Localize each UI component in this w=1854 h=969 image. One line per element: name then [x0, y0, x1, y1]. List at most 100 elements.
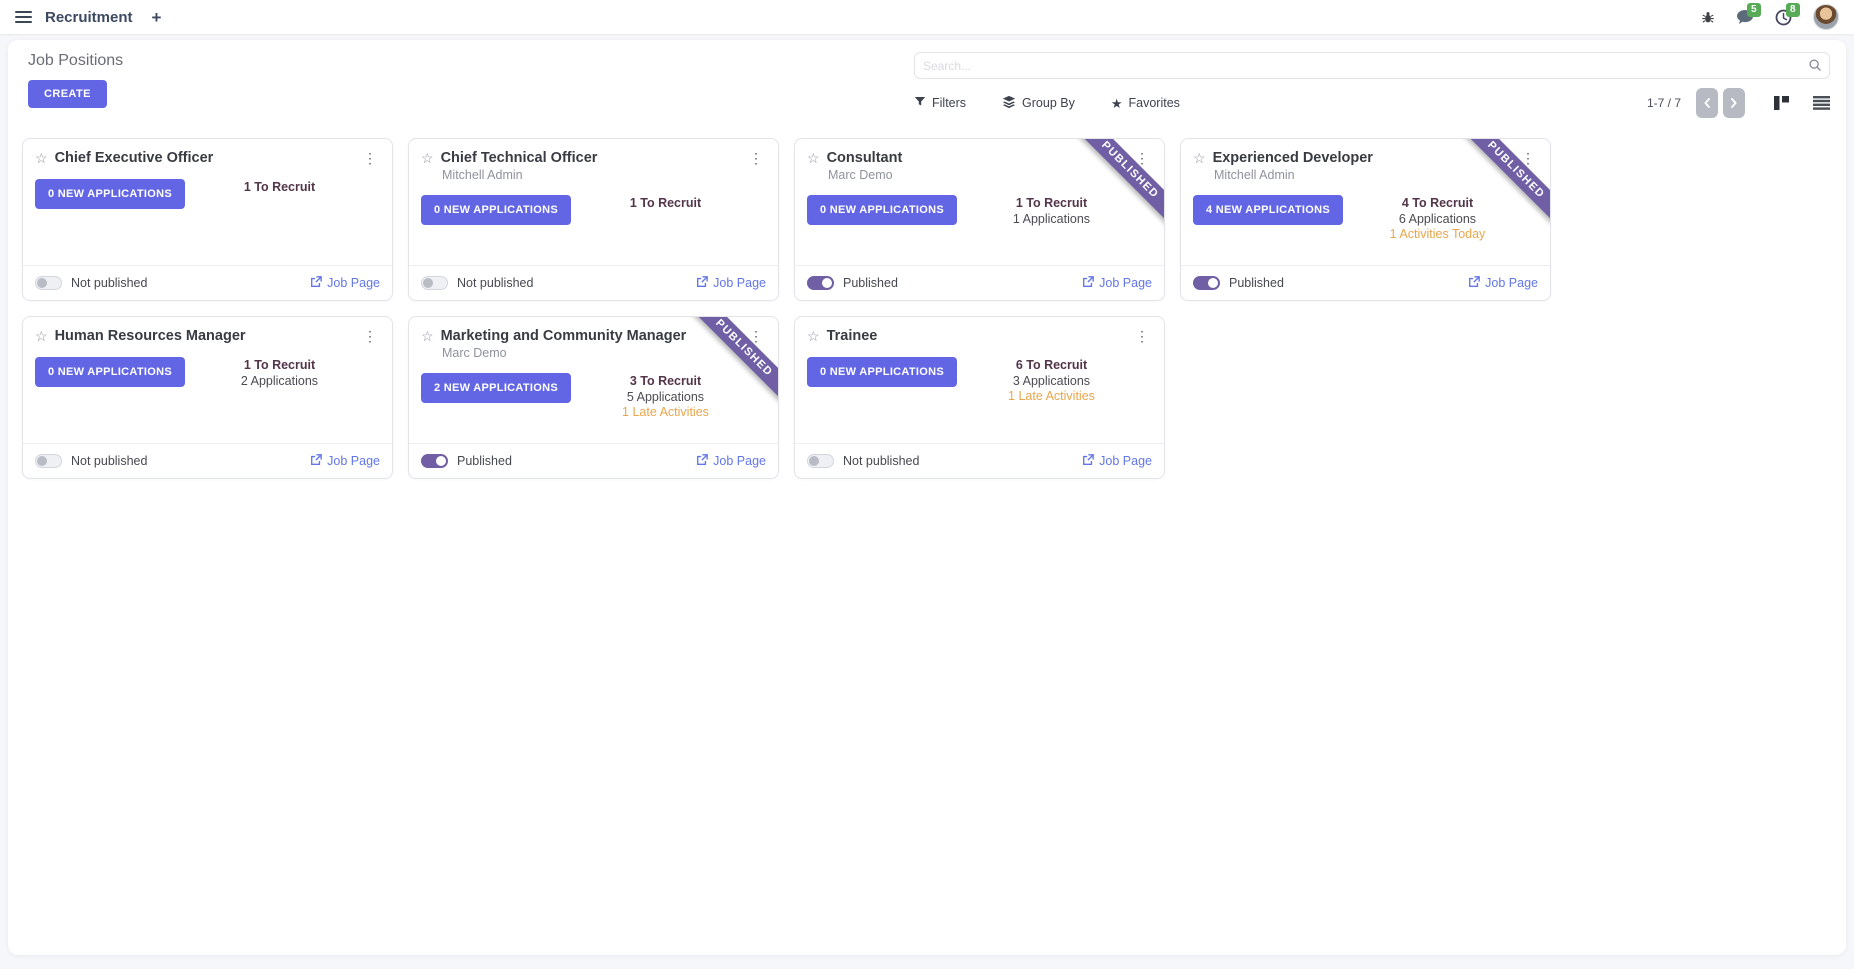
job-title[interactable]: Human Resources Manager	[54, 328, 246, 344]
card-body: 0 NEW APPLICATIONS 1 To Recruit	[421, 195, 766, 225]
toggle-knob	[436, 456, 446, 466]
job-title[interactable]: Consultant	[826, 150, 903, 166]
apps-menu-icon[interactable]	[15, 8, 32, 26]
job-page-link[interactable]: Job Page	[1082, 453, 1152, 469]
publish-toggle[interactable]	[35, 276, 62, 290]
publish-toggle[interactable]	[807, 276, 834, 290]
card-body: 0 NEW APPLICATIONS 1 To Recruit 1 Applic…	[807, 195, 1152, 226]
job-page-link[interactable]: Job Page	[310, 453, 380, 469]
card-footer: Not published Job Page	[409, 265, 778, 300]
new-applications-button[interactable]: 0 NEW APPLICATIONS	[807, 195, 957, 225]
card-menu-icon[interactable]: ⋮	[1135, 328, 1149, 344]
job-page-link[interactable]: Job Page	[1468, 275, 1538, 291]
app-title[interactable]: Recruitment	[45, 8, 133, 26]
pager-and-views: 1-7 / 7	[1647, 88, 1830, 118]
to-recruit-count: 3 To Recruit	[629, 374, 702, 388]
applications-count[interactable]: 5 Applications	[626, 389, 705, 404]
card-menu-icon[interactable]: ⋮	[1521, 150, 1535, 166]
filters-label: Filters	[932, 96, 967, 110]
external-link-icon	[310, 453, 323, 469]
publish-toggle[interactable]	[1193, 276, 1220, 290]
search-icon[interactable]	[1808, 58, 1822, 77]
favorite-star-icon[interactable]: ☆	[35, 150, 48, 166]
job-page-label: Job Page	[1485, 276, 1538, 290]
applications-count[interactable]: 1 Applications	[1012, 211, 1091, 226]
pager-previous-button[interactable]	[1696, 88, 1718, 118]
new-applications-button[interactable]: 2 NEW APPLICATIONS	[421, 373, 571, 403]
applications-count[interactable]: 3 Applications	[1012, 373, 1091, 388]
debug-bug-icon[interactable]	[1701, 10, 1715, 25]
filters-button[interactable]: Filters	[914, 95, 966, 112]
job-position-card[interactable]: ☆ Trainee ⋮ 0 NEW APPLICATIONS 6 To Recr…	[794, 316, 1165, 479]
control-panel-right: Filters Group By ★ Favorites 1-7 / 7	[914, 52, 1830, 118]
favorite-star-icon[interactable]: ☆	[35, 328, 48, 344]
add-icon[interactable]: +	[151, 7, 162, 27]
toggle-knob	[1208, 278, 1218, 288]
favorite-star-icon[interactable]: ☆	[807, 328, 820, 344]
favorite-star-icon[interactable]: ☆	[807, 150, 820, 166]
external-link-icon	[1468, 275, 1481, 291]
card-menu-icon[interactable]: ⋮	[363, 328, 377, 344]
group-by-button[interactable]: Group By	[1002, 95, 1075, 112]
group-by-label: Group By	[1022, 96, 1075, 110]
job-title[interactable]: Marketing and Community Manager	[440, 328, 687, 344]
applications-count[interactable]: 6 Applications	[1398, 211, 1477, 226]
toggle-knob	[37, 278, 47, 288]
activities-clock-icon[interactable]: 8	[1775, 2, 1800, 26]
publish-status-label: Not published	[457, 276, 534, 290]
favorite-star-icon[interactable]: ☆	[421, 150, 434, 166]
new-applications-button[interactable]: 0 NEW APPLICATIONS	[421, 195, 571, 225]
card-menu-icon[interactable]: ⋮	[1135, 150, 1149, 166]
kanban-view-icon[interactable]	[1773, 95, 1790, 111]
job-page-link[interactable]: Job Page	[310, 275, 380, 291]
new-applications-button[interactable]: 0 NEW APPLICATIONS	[35, 179, 185, 209]
job-position-card[interactable]: PUBLISHED ☆ Experienced Developer ⋮ Mitc…	[1180, 138, 1551, 301]
layers-icon	[1002, 95, 1016, 112]
favorite-star-icon[interactable]: ☆	[421, 328, 434, 344]
messages-icon[interactable]: 5	[1736, 3, 1761, 25]
job-position-card[interactable]: PUBLISHED ☆ Marketing and Community Mana…	[408, 316, 779, 479]
publish-toggle[interactable]	[807, 454, 834, 468]
card-stats: 1 To Recruit 1 Applications	[957, 195, 1146, 226]
search-options: Filters Group By ★ Favorites	[914, 95, 1180, 112]
new-applications-button[interactable]: 4 NEW APPLICATIONS	[1193, 195, 1343, 225]
job-title[interactable]: Chief Executive Officer	[54, 150, 214, 166]
applications-count[interactable]: 2 Applications	[240, 373, 319, 388]
navbar-systray: 5 8	[1701, 2, 1839, 30]
job-page-link[interactable]: Job Page	[696, 275, 766, 291]
user-avatar[interactable]	[1813, 4, 1839, 30]
create-button[interactable]: CREATE	[28, 80, 107, 108]
job-page-link[interactable]: Job Page	[696, 453, 766, 469]
job-position-card[interactable]: ☆ Chief Executive Officer ⋮ 0 NEW APPLIC…	[22, 138, 393, 301]
job-title[interactable]: Chief Technical Officer	[440, 150, 598, 166]
favorite-star-icon[interactable]: ☆	[1193, 150, 1206, 166]
card-menu-icon[interactable]: ⋮	[749, 328, 763, 344]
search-input[interactable]	[914, 52, 1830, 79]
job-page-link[interactable]: Job Page	[1082, 275, 1152, 291]
card-menu-icon[interactable]: ⋮	[363, 150, 377, 166]
publish-toggle[interactable]	[421, 454, 448, 468]
publish-toggle[interactable]	[35, 454, 62, 468]
activity-count[interactable]: 1 Activities Today	[1389, 227, 1486, 241]
job-position-card[interactable]: ☆ Chief Technical Officer ⋮ Mitchell Adm…	[408, 138, 779, 301]
control-panel: Job Positions CREATE Filters	[8, 40, 1846, 126]
card-content: ☆ Chief Technical Officer ⋮ Mitchell Adm…	[409, 139, 778, 225]
control-panel-row2: Filters Group By ★ Favorites 1-7 / 7	[914, 88, 1830, 118]
publish-control: Published	[807, 276, 898, 290]
activity-count[interactable]: 1 Late Activities	[622, 405, 709, 419]
new-applications-button[interactable]: 0 NEW APPLICATIONS	[807, 357, 957, 387]
job-title[interactable]: Trainee	[826, 328, 878, 344]
card-header: ☆ Chief Executive Officer ⋮	[35, 150, 380, 166]
activity-count[interactable]: 1 Late Activities	[1008, 389, 1095, 403]
job-position-card[interactable]: PUBLISHED ☆ Consultant ⋮ Marc Demo 0 NEW…	[794, 138, 1165, 301]
job-title[interactable]: Experienced Developer	[1212, 150, 1373, 166]
job-page-label: Job Page	[1099, 454, 1152, 468]
list-view-icon[interactable]	[1813, 96, 1830, 110]
job-position-card[interactable]: ☆ Human Resources Manager ⋮ 0 NEW APPLIC…	[22, 316, 393, 479]
pager-next-button[interactable]	[1723, 88, 1745, 118]
new-applications-button[interactable]: 0 NEW APPLICATIONS	[35, 357, 185, 387]
favorites-button[interactable]: ★ Favorites	[1111, 95, 1180, 112]
publish-toggle[interactable]	[421, 276, 448, 290]
card-menu-icon[interactable]: ⋮	[749, 150, 763, 166]
card-body: 2 NEW APPLICATIONS 3 To Recruit 5 Applic…	[421, 373, 766, 420]
